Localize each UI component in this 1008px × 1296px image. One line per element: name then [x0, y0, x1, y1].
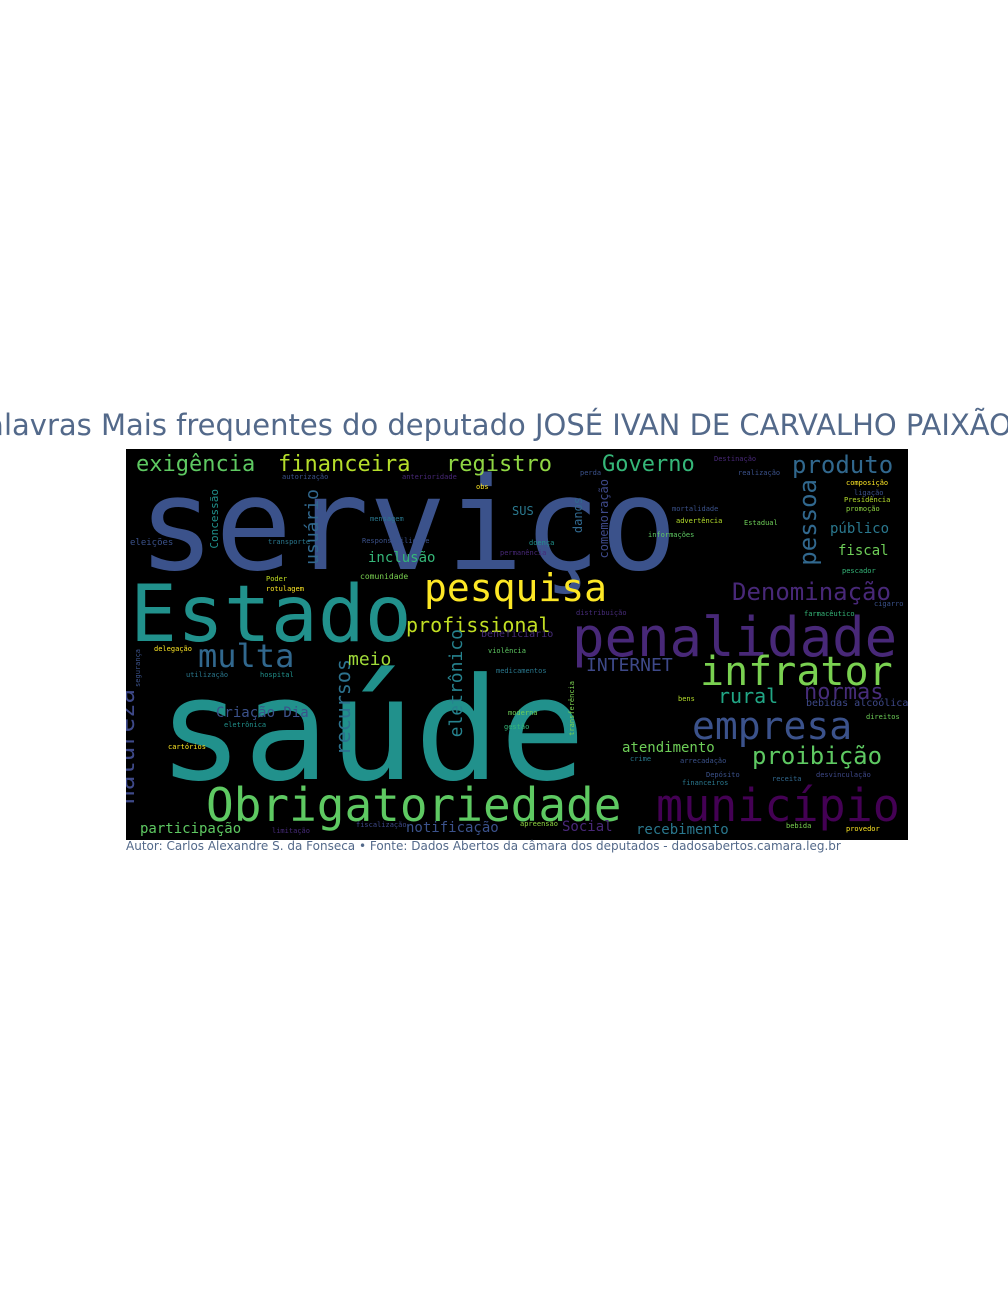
word-53: ligação — [854, 489, 884, 497]
word-93: segurança — [134, 649, 142, 687]
word-32: notificação — [406, 820, 499, 836]
word-81: distribuição — [576, 609, 627, 617]
word-12: Denominação — [732, 578, 891, 606]
word-71: Depósito — [706, 771, 740, 779]
word-69: gestão — [504, 723, 529, 731]
word-49: advertência — [676, 517, 722, 525]
word-47: Responsabilidade — [362, 537, 429, 545]
word-44: comunidade — [360, 572, 408, 581]
word-14: financeira — [278, 452, 410, 477]
word-11: produto — [792, 451, 893, 479]
word-58: medicamentos — [496, 667, 547, 675]
word-2: saúde — [158, 648, 585, 813]
word-54: Presidência — [844, 496, 890, 504]
word-52: composição — [846, 479, 888, 487]
word-18: normas — [804, 680, 883, 705]
word-87: anterioridade — [402, 473, 457, 481]
word-68: moderna — [508, 709, 538, 717]
source-credit: Autor: Carlos Alexandre S. da Fonseca • … — [126, 839, 841, 853]
word-74: direitos — [866, 713, 900, 721]
word-51: Estadual — [744, 519, 778, 527]
word-19: rural — [718, 684, 778, 708]
word-15: registro — [446, 452, 552, 477]
word-42: bebidas alcoólicas — [806, 697, 908, 709]
word-28: atendimento — [622, 740, 715, 756]
word-5: Obrigatoriedade — [206, 778, 621, 832]
word-27: INTERNET — [586, 655, 673, 676]
word-22: natureza — [126, 689, 140, 805]
word-72: financeiros — [682, 779, 728, 787]
word-20: profissional — [406, 613, 551, 637]
word-1: serviço — [138, 451, 677, 600]
word-85: Destinação — [714, 455, 756, 463]
word-75: provedor — [846, 825, 880, 833]
word-7: infrator — [700, 649, 893, 695]
word-34: recebimento — [636, 822, 729, 838]
word-31: participação — [140, 821, 241, 837]
word-88: obs — [476, 483, 489, 491]
word-57: farmacêutico — [804, 610, 855, 618]
word-65: fiscalização — [356, 821, 407, 829]
word-91: permanência — [500, 549, 546, 557]
word-84: realização — [738, 469, 780, 477]
word-63: utilização — [186, 671, 228, 679]
word-9: pesquisa — [424, 566, 607, 610]
word-77: apreensão — [520, 820, 558, 828]
word-37: Concessão — [208, 489, 221, 549]
word-30: inclusão — [368, 550, 435, 566]
word-67: violência — [488, 647, 526, 655]
word-56: mortalidade — [672, 505, 718, 513]
word-17: proibição — [752, 742, 882, 770]
word-61: Poder — [266, 575, 287, 583]
word-25: usuário — [302, 489, 323, 565]
word-92: eletrônica — [224, 721, 266, 729]
word-39: danos — [571, 497, 585, 533]
word-86: autorização — [282, 473, 328, 481]
word-36: fiscal — [838, 543, 889, 559]
word-59: hospital — [260, 671, 294, 679]
word-66: limitação — [272, 827, 310, 835]
word-26: meio — [348, 649, 391, 670]
word-16: Governo — [602, 452, 695, 477]
word-70: cartórios — [168, 743, 206, 751]
word-90: desvinculação — [816, 771, 871, 779]
word-82: transferência — [568, 681, 576, 736]
word-45: beneficiário — [481, 628, 553, 640]
word-79: pescador — [842, 567, 876, 575]
word-10: multa — [198, 637, 294, 675]
word-46: mensagem — [370, 515, 404, 523]
word-24: eletrônico — [446, 629, 467, 737]
word-cloud: serviço saúde Estado penalidade Obrigatoried… — [126, 449, 908, 840]
word-60: rotulagem — [266, 585, 304, 593]
word-64: arrecadação — [680, 757, 726, 765]
word-35: público — [830, 521, 889, 537]
word-41: eleições — [130, 538, 173, 548]
word-21: pessoa — [794, 479, 822, 566]
word-33: Social — [562, 819, 613, 835]
word-23: recursos — [331, 659, 355, 755]
word-38: comemoração — [597, 479, 611, 558]
word-89: crime — [630, 755, 651, 763]
word-76: bebida — [786, 822, 811, 830]
word-80: cigarro — [874, 600, 904, 608]
word-4: penalidade — [572, 606, 897, 669]
word-50: informações — [648, 531, 694, 539]
word-8: empresa — [692, 704, 852, 748]
word-29: Criação Dia — [216, 705, 309, 721]
word-6: município — [656, 779, 900, 832]
word-40: SUS — [512, 504, 534, 518]
word-55: promoção — [846, 505, 880, 513]
chart-title: Palavras Mais frequentes do deputado JOS… — [0, 408, 1008, 442]
word-13: exigência — [136, 452, 255, 477]
word-48: doença — [529, 539, 554, 547]
word-62: delegação — [154, 645, 192, 653]
word-78: bens — [678, 695, 695, 703]
word-3: Estado — [130, 570, 412, 660]
word-43: transporte — [268, 538, 310, 546]
word-83: perda — [580, 469, 601, 477]
word-cloud-background — [126, 449, 908, 840]
word-73: receita — [772, 775, 802, 783]
